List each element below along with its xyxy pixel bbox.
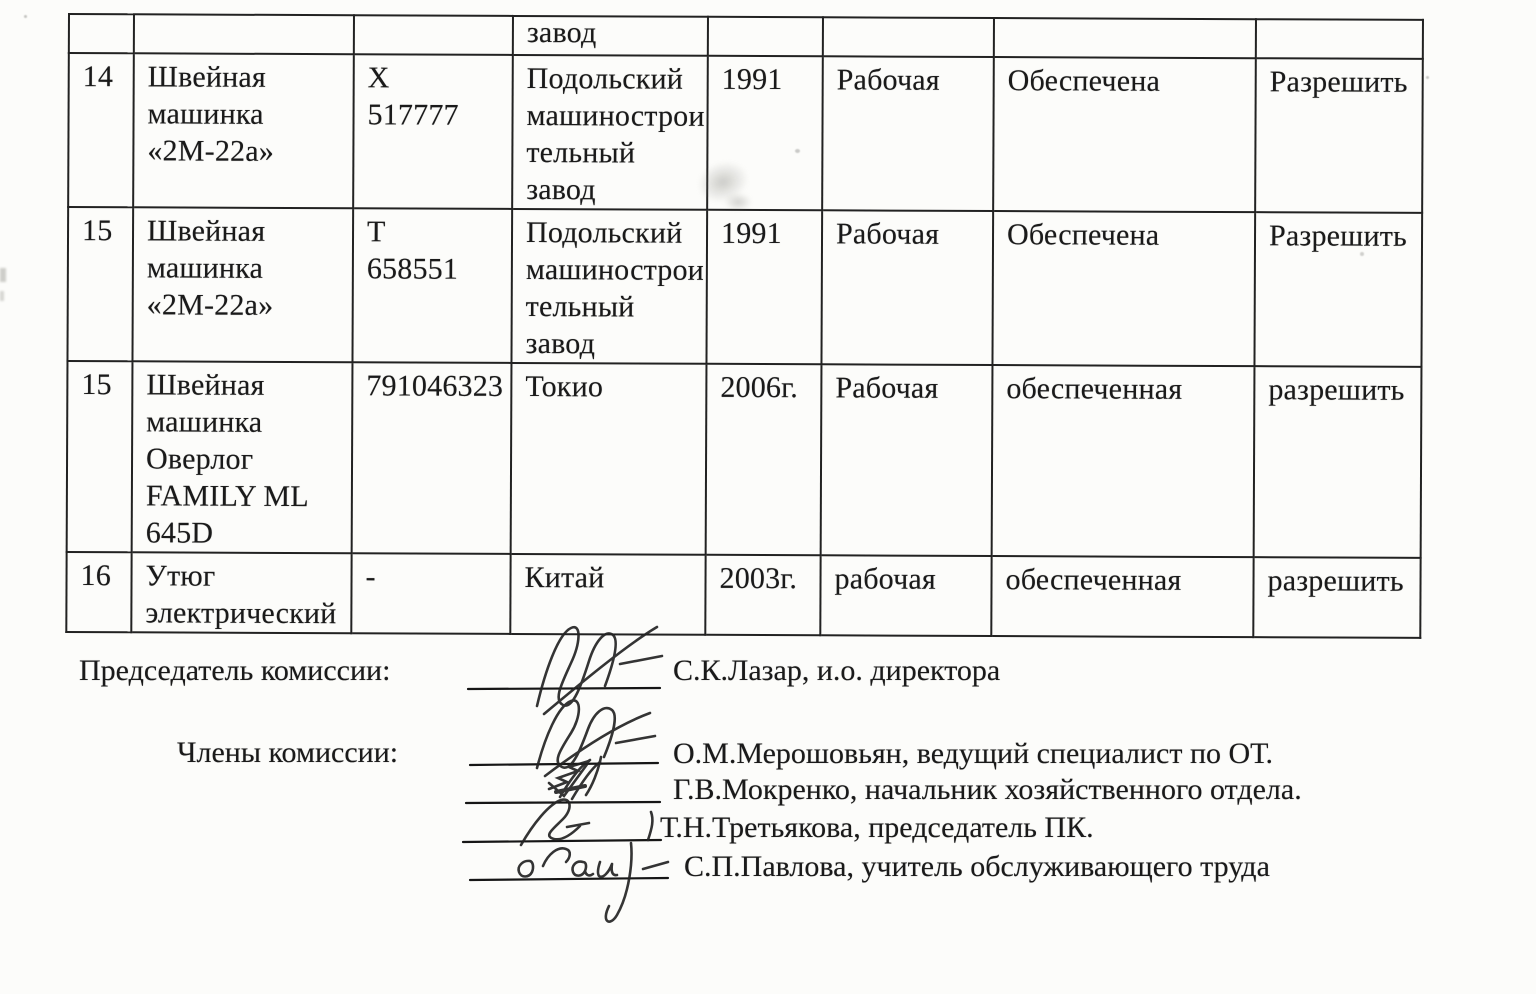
cell-year: 1991 bbox=[706, 209, 823, 365]
table-row: 16 Утюг электрический - Китай 2003г. раб… bbox=[66, 551, 1421, 638]
table-row: 15 Швейная машинка «2М-22а» Т 658551 Под… bbox=[67, 207, 1423, 367]
scan-speck bbox=[1360, 252, 1364, 256]
member-name: О.М.Мерошовьян, ведущий специалист по ОТ… bbox=[673, 737, 1273, 770]
cell-decision bbox=[1255, 19, 1423, 59]
cell-decision: разрешить bbox=[1253, 557, 1421, 638]
cell-year bbox=[707, 16, 823, 57]
signature-line bbox=[466, 686, 662, 691]
member-signature bbox=[541, 847, 572, 868]
cell-item-name: Швейная машинка «2М-22а» bbox=[132, 207, 354, 363]
member-signature bbox=[543, 711, 652, 778]
member-signature bbox=[554, 784, 587, 794]
chairman-signature bbox=[542, 625, 659, 716]
cell-serial bbox=[353, 15, 513, 55]
cell-item-name: Утюг электрический bbox=[131, 552, 352, 634]
cell-decision: Разрешить bbox=[1255, 58, 1423, 213]
cell-condition: Рабочая bbox=[820, 364, 993, 557]
cell-item-name: Швейная машинка Оверлог FAMILY ML 645D bbox=[131, 361, 353, 554]
cell-item-number bbox=[68, 14, 134, 54]
scan-edge-mark bbox=[0, 268, 6, 282]
cell-year: 2006г. bbox=[705, 363, 822, 556]
member-signature bbox=[565, 821, 591, 829]
member-name: Г.В.Мокренко, начальник хозяйственного о… bbox=[673, 773, 1302, 806]
member-signature bbox=[570, 760, 602, 801]
member-signature bbox=[596, 860, 619, 878]
table-row: 15 Швейная машинка Оверлог FAMILY ML 645… bbox=[66, 361, 1422, 558]
cell-decision: Разрешить bbox=[1254, 212, 1423, 367]
chairman-label: Председатель комиссии: bbox=[79, 654, 391, 687]
cell-item-number: 15 bbox=[67, 207, 134, 362]
cell-serial: 791046323 bbox=[351, 362, 512, 554]
cell-decision: разрешить bbox=[1253, 366, 1422, 558]
cell-condition: рабочая bbox=[820, 555, 992, 637]
cell-serial: Х 517777 bbox=[353, 54, 513, 209]
chairman-signature bbox=[535, 625, 617, 708]
scan-speck bbox=[1426, 76, 1429, 79]
cell-serial: - bbox=[351, 553, 511, 634]
cell-condition: Рабочая bbox=[822, 56, 994, 212]
member-signature bbox=[517, 859, 535, 878]
scan-speck bbox=[795, 149, 800, 153]
member-signature bbox=[571, 860, 595, 877]
member-signature bbox=[558, 758, 592, 799]
equipment-inventory-table: завод 14 Швейная машинка «2М-22а» Х 5177… bbox=[65, 13, 1423, 639]
scan-edge-mark bbox=[0, 291, 4, 301]
cell-item-name bbox=[133, 14, 354, 55]
signature-line bbox=[464, 800, 662, 805]
cell-labor-safety: Обеспечена bbox=[993, 57, 1256, 213]
chairman-signature bbox=[618, 654, 664, 666]
table-row-carryover: завод bbox=[68, 14, 1423, 59]
cell-manufacturer: завод bbox=[512, 15, 708, 56]
cell-condition bbox=[822, 17, 994, 58]
cell-manufacturer: Подольский машинострои тельный завод bbox=[512, 54, 708, 210]
cell-manufacturer: Токио bbox=[510, 362, 707, 555]
cell-manufacturer: Подольский машинострои тельный завод bbox=[511, 208, 708, 364]
member-signature bbox=[547, 761, 590, 798]
member-signature bbox=[584, 755, 603, 797]
cell-manufacturer: Китай bbox=[510, 553, 706, 635]
cell-serial: Т 658551 bbox=[352, 208, 513, 363]
cell-item-number: 15 bbox=[66, 361, 133, 553]
member-signature bbox=[519, 798, 582, 847]
chairman-name: С.К.Лазар, и.о. директора bbox=[673, 654, 1001, 687]
member-signature bbox=[547, 759, 591, 791]
member-signature bbox=[604, 841, 633, 923]
scan-smudge bbox=[724, 193, 752, 211]
cell-labor-safety bbox=[993, 18, 1256, 59]
member-name: С.П.Павлова, учитель обслуживающего труд… bbox=[684, 850, 1270, 883]
cell-labor-safety: Обеспечена bbox=[992, 211, 1256, 367]
members-label: Члены комиссии: bbox=[177, 736, 399, 769]
cell-year: 2003г. bbox=[705, 554, 821, 636]
scan-speck bbox=[24, 15, 27, 18]
signature-line bbox=[461, 838, 663, 844]
member-signature bbox=[646, 810, 654, 842]
member-signature bbox=[641, 860, 670, 871]
member-signature bbox=[614, 734, 657, 745]
signature-line bbox=[468, 876, 670, 882]
cell-item-number: 16 bbox=[66, 551, 132, 633]
cell-item-name: Швейная машинка «2М-22а» bbox=[133, 53, 354, 209]
cell-item-number: 14 bbox=[68, 53, 134, 208]
cell-condition: Рабочая bbox=[821, 210, 994, 366]
member-signature bbox=[535, 699, 616, 770]
cell-labor-safety: обеспеченная bbox=[991, 556, 1254, 638]
member-name: Т.Н.Третьякова, председатель ПК. bbox=[660, 811, 1094, 844]
cell-labor-safety: обеспеченная bbox=[991, 365, 1255, 558]
signature-line bbox=[468, 761, 660, 767]
